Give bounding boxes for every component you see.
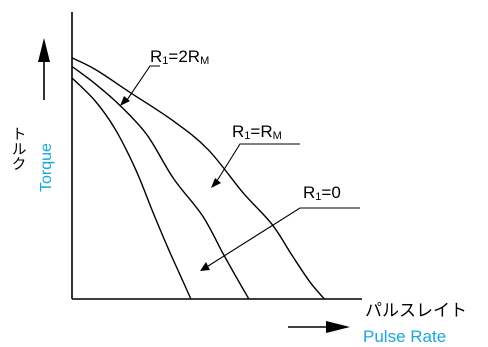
leader-line-1 [214,143,300,185]
leader-arrow-0 [120,96,130,106]
xlabel-en: Pulse Rate [363,327,446,346]
label-2-sub1: 1 [315,191,321,203]
leader-arrow-2 [200,262,210,271]
axes [71,12,362,300]
ylabel-en: Torque [38,143,55,192]
xlabel-ja: パルスレイト [365,301,467,320]
series-curve-2 [71,77,192,300]
label-1-main: R [232,122,244,141]
x-axis-arrow [288,321,350,333]
series-label-2: R1=0 [200,183,360,271]
series-curves [71,57,325,300]
label-0-sub1: 1 [162,55,168,67]
label-0-sub2: M [200,55,209,67]
leader-line-0 [124,65,160,104]
label-1-sub1: 1 [244,130,250,142]
label-1-mid: =R [250,122,272,141]
series-label-0: R1=2RM [120,47,209,106]
label-1-sub2: M [273,130,282,142]
label-0-main: R [150,47,162,66]
label-0-mid: =2R [168,47,200,66]
svg-text:R1=RM: R1=RM [232,122,282,142]
ylabel-ja: トルク [10,126,27,171]
label-2-main: R [303,183,315,202]
svg-text:R1=2RM: R1=2RM [150,47,209,67]
series-curve-0 [71,57,325,300]
leader-line-2 [204,207,360,269]
svg-text:R1=0: R1=0 [303,183,341,203]
leader-arrow-1 [211,178,221,188]
y-axis-arrow [38,38,50,100]
series-label-1: R1=RM [211,122,300,188]
series-curve-1 [71,65,250,300]
label-2-mid: =0 [321,183,340,202]
